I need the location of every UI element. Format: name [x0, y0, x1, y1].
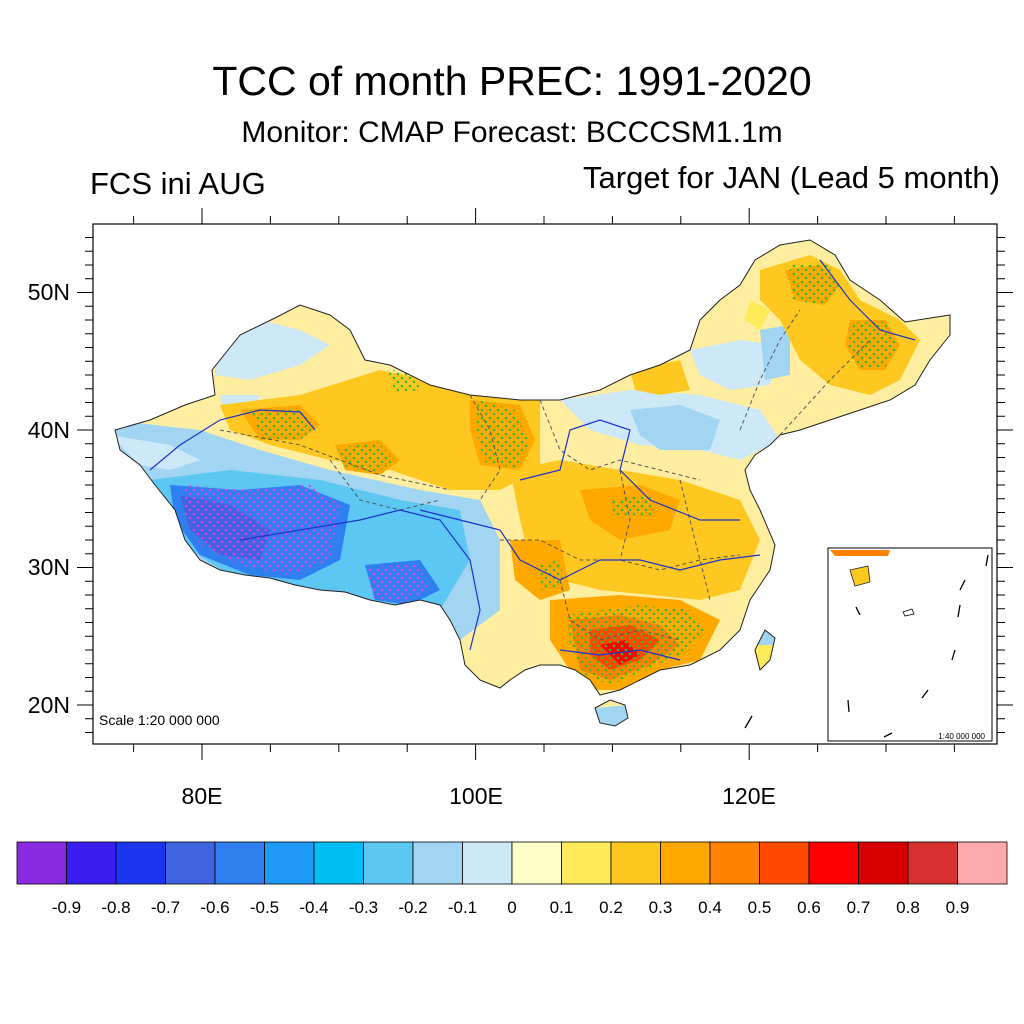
rivers	[149, 259, 916, 661]
dash-mark	[744, 715, 753, 729]
colorbar-tick-label: 0.7	[847, 898, 871, 917]
colorbar-swatch	[561, 841, 612, 885]
colorbar-tick-label: -0.5	[250, 898, 279, 917]
colorbar-swatch	[610, 841, 661, 885]
colorbar-tick-label: -0.8	[101, 898, 130, 917]
colorbar-tick-label: -0.1	[448, 898, 477, 917]
colorbar-tick-label: 0.9	[946, 898, 970, 917]
colorbar-swatch	[66, 841, 117, 885]
colorbar-tick-label: -0.4	[299, 898, 328, 917]
colorbar-tick-label: 0.6	[797, 898, 821, 917]
colorbar-labels: -0.9 -0.8 -0.7 -0.6 -0.5 -0.4 -0.3 -0.2 -0.1 0 0.1…	[52, 898, 969, 917]
colorbar-swatch	[808, 841, 859, 885]
colorbar-swatch	[313, 841, 364, 885]
colorbar	[16, 841, 1008, 885]
colorbar-swatch	[709, 841, 760, 885]
lat-label-50n: 50N	[28, 279, 70, 305]
colorbar-tick-label: 0.4	[698, 898, 722, 917]
colorbar-swatch	[16, 841, 67, 885]
colorbar-swatch	[759, 841, 810, 885]
colorbar-swatch	[264, 841, 315, 885]
colorbar-swatch	[660, 841, 711, 885]
lat-label-30n: 30N	[28, 554, 70, 580]
colorbar-swatch	[462, 841, 513, 885]
colorbar-tick-label: 0.2	[599, 898, 623, 917]
map-subtitle: Monitor: CMAP Forecast: BCCCSM1.1m	[241, 116, 783, 149]
map-title: TCC of month PREC: 1991-2020	[212, 58, 812, 104]
axis-ticks	[77, 208, 1013, 760]
lat-labels: 50N 40N 30N 20N	[28, 279, 70, 718]
map-frame	[92, 223, 998, 745]
target-label: Target for JAN (Lead 5 month)	[583, 160, 1000, 195]
colorbar-tick-label: -0.9	[52, 898, 81, 917]
lon-label-80e: 80E	[182, 783, 223, 809]
colorbar-swatch	[214, 841, 265, 885]
forecast-init-label: FCS ini AUG	[90, 166, 266, 201]
colorbar-tick-label: 0.1	[550, 898, 574, 917]
colorbar-tick-label: -0.2	[398, 898, 427, 917]
colorbar-tick-label: 0.5	[748, 898, 772, 917]
colorbar-tick-label: -0.3	[349, 898, 378, 917]
colorbar-swatch	[165, 841, 216, 885]
colorbar-swatch	[363, 841, 414, 885]
colorbar-swatch	[511, 841, 562, 885]
colorbar-tick-label: 0.3	[649, 898, 673, 917]
colorbar-tick-label: 0	[507, 898, 516, 917]
inset-scale-label: 1:40 000 000	[938, 732, 985, 741]
colorbar-tick-label: -0.6	[200, 898, 229, 917]
colorbar-swatch	[858, 841, 909, 885]
south-china-sea-inset: 1:40 000 000	[827, 547, 993, 742]
nine-dash-line	[847, 554, 989, 738]
colorbar-tick-label: -0.7	[151, 898, 180, 917]
lon-label-120e: 120E	[722, 783, 776, 809]
main-scale-label: Scale 1:20 000 000	[99, 712, 220, 728]
lat-label-20n: 20N	[28, 692, 70, 718]
colorbar-swatch	[957, 841, 1008, 885]
colorbar-swatch	[907, 841, 958, 885]
colorbar-swatch	[115, 841, 166, 885]
colorbar-tick-label: 0.8	[896, 898, 920, 917]
lon-label-100e: 100E	[449, 783, 503, 809]
colorbar-swatch	[412, 841, 463, 885]
lon-labels: 80E 100E 120E	[182, 783, 776, 809]
country-boundaries	[114, 239, 951, 727]
lat-label-40n: 40N	[28, 417, 70, 443]
map-panel: 1:40 000 000 Scale 1:20 000 000	[92, 223, 998, 745]
